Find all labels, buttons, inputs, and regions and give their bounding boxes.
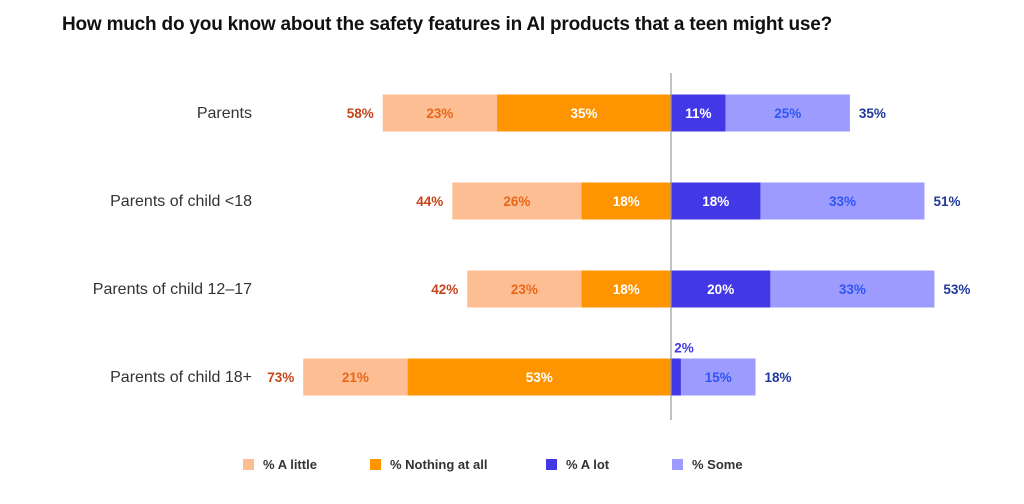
segment-label: 21%: [342, 370, 369, 385]
segment-label: 23%: [511, 282, 538, 297]
bar-segment: [760, 182, 925, 220]
bar-segment: [680, 358, 756, 396]
legend-label: % A lot: [566, 457, 610, 472]
segment-label: 23%: [426, 106, 453, 121]
category-label: Parents of child 18+: [110, 369, 252, 386]
positive-total-label: 35%: [859, 106, 886, 121]
bar-segment: [452, 182, 582, 220]
bar-segment: [581, 270, 671, 308]
bar-segment: [725, 94, 850, 132]
segment-label: 33%: [829, 194, 856, 209]
legend-label: % A little: [263, 457, 317, 472]
segment-label: 20%: [707, 282, 734, 297]
legend-swatch: [672, 459, 683, 470]
segment-label: 18%: [613, 282, 640, 297]
segment-label: 25%: [774, 106, 801, 121]
positive-total-label: 53%: [943, 282, 970, 297]
segment-label: 53%: [526, 370, 553, 385]
segment-label: 2%: [674, 341, 694, 356]
segment-label: 11%: [685, 106, 711, 121]
legend-label: % Nothing at all: [390, 457, 488, 472]
segment-label: 35%: [571, 106, 598, 121]
category-label: Parents of child 12–17: [93, 281, 252, 298]
segment-label: 33%: [839, 282, 866, 297]
legend-swatch: [370, 459, 381, 470]
bar-segment: [671, 94, 726, 132]
positive-total-label: 51%: [933, 194, 960, 209]
negative-total-label: 42%: [431, 282, 458, 297]
negative-total-label: 73%: [267, 370, 294, 385]
bar-segment: [497, 94, 671, 132]
bar-segment: [770, 270, 935, 308]
chart-title: How much do you know about the safety fe…: [62, 14, 833, 35]
positive-total-label: 18%: [764, 370, 791, 385]
negative-total-label: 58%: [347, 106, 374, 121]
category-label: Parents: [197, 105, 252, 122]
legend-swatch: [546, 459, 557, 470]
bar-segment: [382, 94, 498, 132]
legend-label: % Some: [692, 457, 743, 472]
bar-segment: [467, 270, 582, 308]
category-label: Parents of child <18: [110, 193, 252, 210]
bar-segment: [671, 270, 771, 308]
bar-segment: [407, 358, 671, 396]
bar-segment: [671, 182, 761, 220]
segment-label: 15%: [705, 370, 732, 385]
segment-label: 18%: [702, 194, 729, 209]
bar-segment: [581, 182, 671, 220]
legend-swatch: [243, 459, 254, 470]
bar-segment: [303, 358, 408, 396]
negative-total-label: 44%: [416, 194, 443, 209]
segment-label: 18%: [613, 194, 640, 209]
bar-segment: [671, 358, 681, 396]
segment-label: 26%: [503, 194, 530, 209]
